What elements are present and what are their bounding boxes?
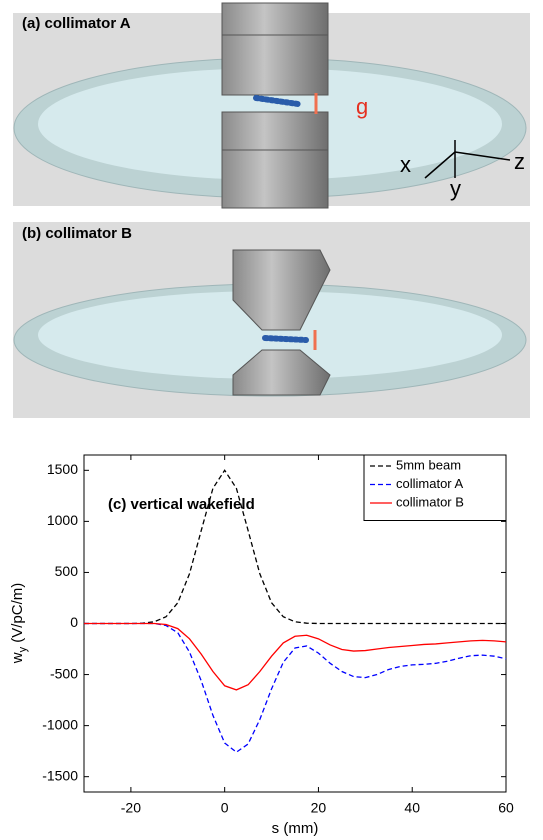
- jaw-top: [222, 3, 328, 95]
- legend-label: 5mm beam: [396, 457, 461, 472]
- panel-label: (a) collimator A: [22, 15, 131, 32]
- chart: (c) vertical wakefield s (mm) wy (V/pC/m…: [9, 455, 514, 837]
- x-tick-label: 20: [311, 800, 327, 816]
- gap-label: g: [356, 94, 368, 119]
- annotation: (c) vertical wakefield: [108, 496, 255, 513]
- panel-b: (b) collimator B: [13, 222, 530, 418]
- bunch: [265, 338, 306, 340]
- y-tick-label: 1500: [47, 461, 78, 477]
- x-tick-label: 0: [221, 800, 229, 816]
- y-label-main: w: [9, 652, 26, 664]
- panel-a: (a) collimator A g x y z: [13, 3, 530, 208]
- x-tick-label: -20: [121, 800, 141, 816]
- legend-label: collimator A: [396, 476, 464, 491]
- x-tick-label: 60: [498, 800, 514, 816]
- y-label-unit: (V/pC/m): [9, 583, 26, 647]
- y-tick-label: 1000: [47, 512, 78, 528]
- y-axis-label: wy (V/pC/m): [9, 583, 29, 665]
- axis-label: z: [514, 149, 525, 174]
- jaw-bottom: [222, 112, 328, 208]
- axis-label: y: [450, 176, 461, 201]
- x-tick-label: 40: [404, 800, 420, 816]
- y-tick-label: -1500: [42, 767, 78, 783]
- y-tick-label: 500: [55, 563, 79, 579]
- legend-label: collimator B: [396, 494, 464, 509]
- y-tick-label: -500: [50, 665, 78, 681]
- y-tick-label: -1000: [42, 716, 78, 732]
- x-axis-label: s (mm): [272, 820, 319, 837]
- series-line: [84, 624, 506, 690]
- panel-label: (b) collimator B: [22, 225, 132, 242]
- figure: (a) collimator A g x y z (b) collimator …: [0, 0, 543, 840]
- y-tick-label: 0: [70, 614, 78, 630]
- axis-label: x: [400, 152, 411, 177]
